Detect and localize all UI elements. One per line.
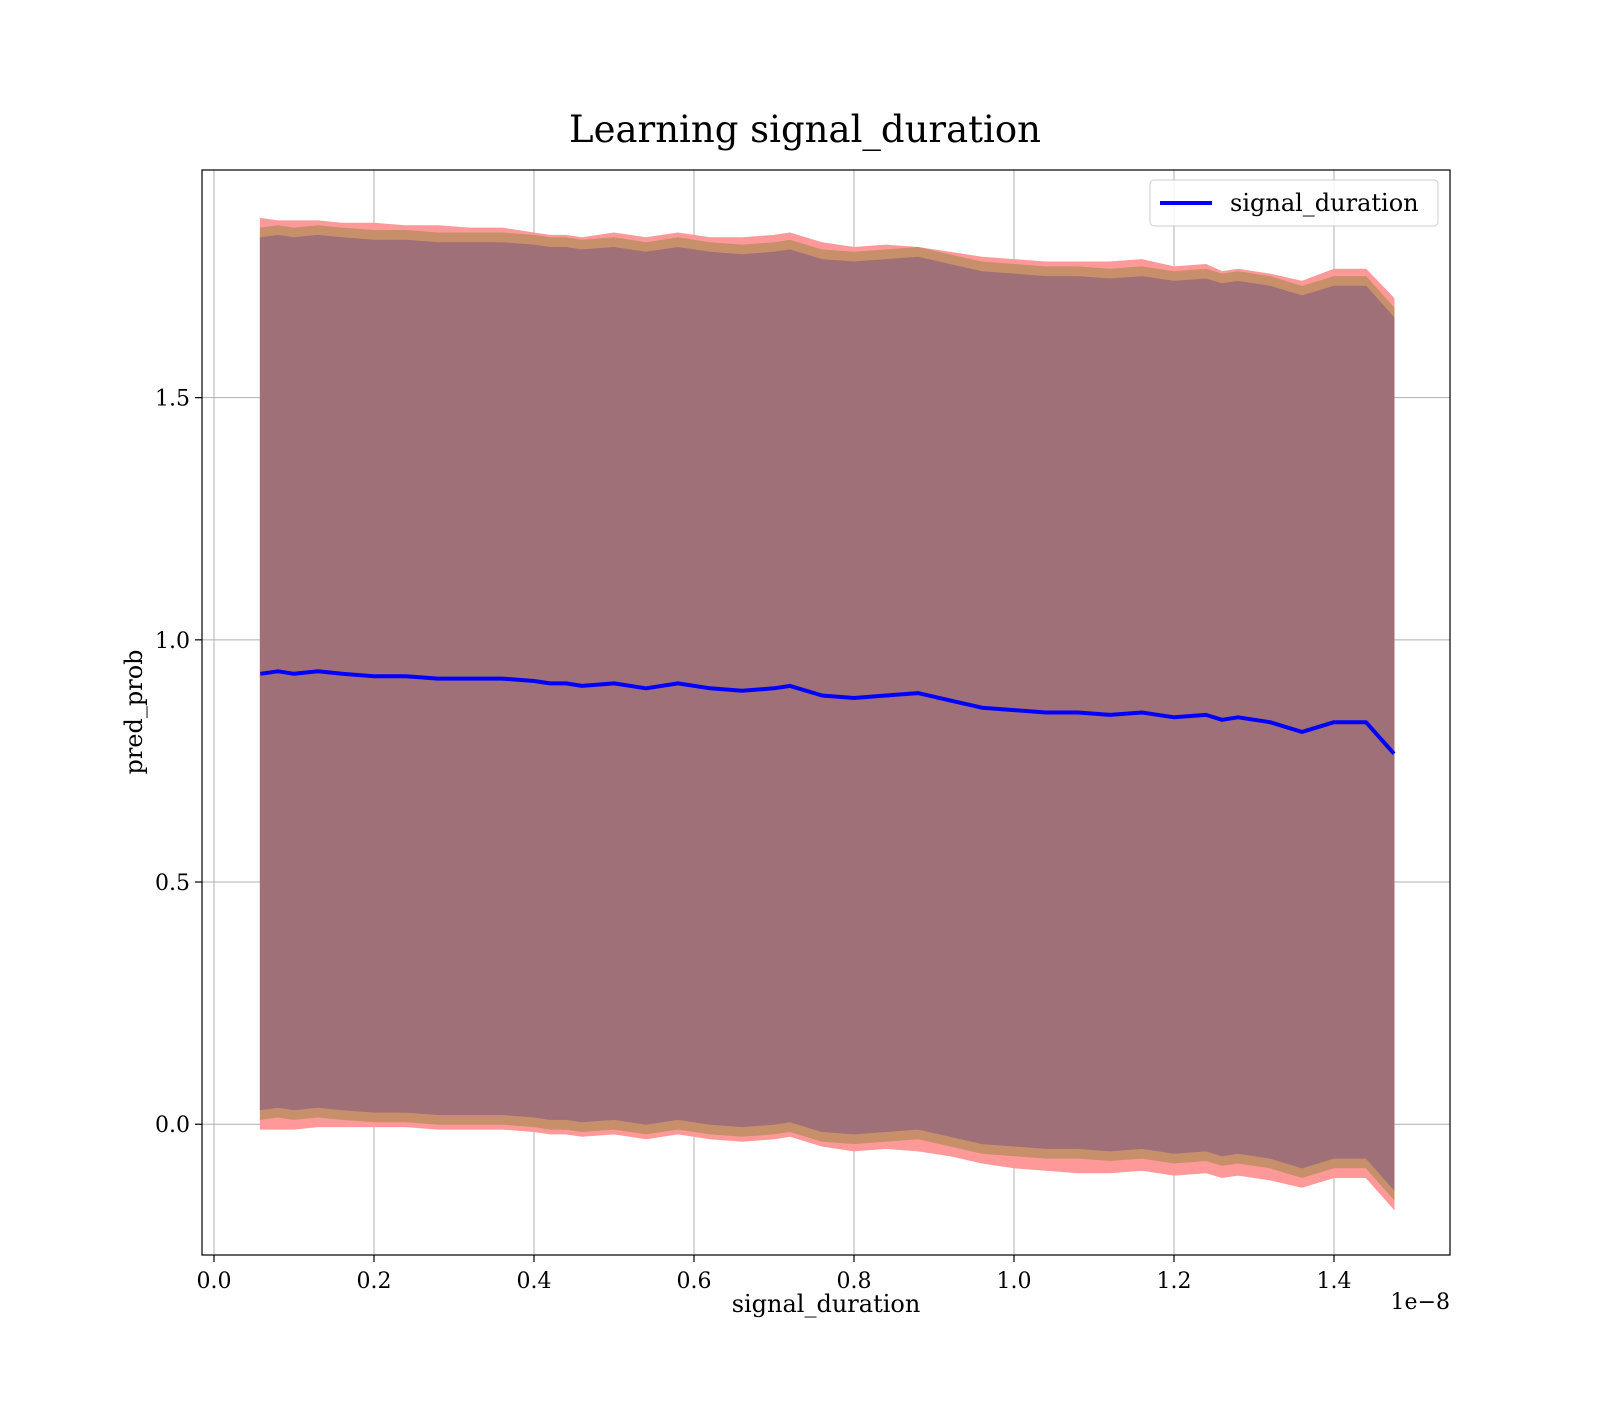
y-axis-ticks: 0.0 0.5 1.0 1.5 [155, 387, 202, 1138]
chart-title: Learning signal_duration [569, 108, 1041, 152]
y-tick-label: 0.0 [155, 1113, 190, 1138]
x-tick-label: 1.0 [997, 1269, 1032, 1294]
y-tick-label: 0.5 [155, 871, 190, 896]
confidence-bands [259, 217, 1395, 1211]
x-tick-label: 1.2 [1157, 1269, 1192, 1294]
x-tick-label: 0.0 [197, 1269, 232, 1294]
legend: signal_duration [1149, 179, 1439, 227]
series-line-signal-duration [260, 669, 1396, 756]
legend-box [1149, 179, 1439, 227]
x-tick-label: 0.8 [837, 1269, 872, 1294]
series-lines [260, 669, 1396, 756]
x-tick-label: 1.4 [1317, 1269, 1352, 1294]
y-axis-label: pred_prob [120, 649, 148, 774]
x-axis-offset-label: 1e−8 [1391, 1290, 1450, 1315]
plot-area-frame [201, 169, 1451, 1256]
confidence-band-3 [259, 234, 1395, 1191]
y-tick-label: 1.5 [155, 387, 190, 412]
x-tick-label: 0.4 [517, 1269, 552, 1294]
x-axis-ticks: 0.0 0.2 0.4 0.6 0.8 1.0 1.2 1.4 [197, 1255, 1352, 1294]
x-axis-label: signal_duration [732, 1290, 921, 1318]
y-tick-label: 1.0 [155, 629, 190, 654]
x-tick-label: 0.2 [357, 1269, 392, 1294]
legend-label-signal-duration: signal_duration [1230, 189, 1419, 217]
x-tick-label: 0.6 [677, 1269, 712, 1294]
